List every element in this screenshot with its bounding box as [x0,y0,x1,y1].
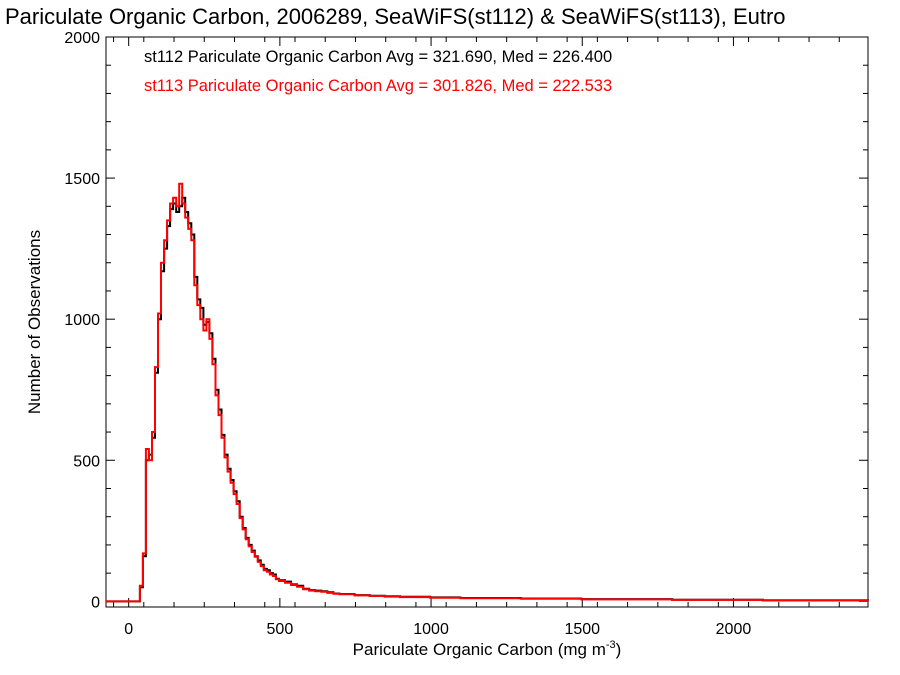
y-tick-label: 0 [91,594,100,611]
x-tick-label: 500 [267,621,294,638]
x-axis-title-close: ) [616,640,622,659]
y-tick-label: 1000 [64,312,100,329]
series-layer [106,182,869,603]
x-tick-label: 1500 [564,621,600,638]
series-line-st112 [106,196,869,603]
axis-tick-labels: 0 500 1000 1500 2000 0 500 1000 1500 2000 [64,30,751,638]
x-tick-label: 1000 [413,621,449,638]
y-tick-label: 2000 [64,30,100,47]
axis-ticks [106,36,868,607]
legend: st112 Pariculate Organic Carbon Avg = 32… [144,48,612,95]
chart-title: Pariculate Organic Carbon, 2006289, SeaW… [5,4,786,29]
x-axis-title-main: Pariculate Organic Carbon (mg m [353,640,606,659]
y-tick-label: 1500 [64,171,100,188]
x-axis-title-superscript: -3 [606,639,616,651]
x-tick-label: 0 [124,621,133,638]
series-line-st113 [106,182,869,603]
x-tick-label: 2000 [716,621,752,638]
legend-entry-st112: st112 Pariculate Organic Carbon Avg = 32… [144,48,612,66]
y-tick-label: 500 [73,453,100,470]
y-axis-title: Number of Observations [25,230,44,414]
legend-entry-st113: st113 Pariculate Organic Carbon Avg = 30… [144,77,612,95]
plot-frame [105,36,869,608]
x-axis-title: Pariculate Organic Carbon (mg m-3) [353,639,622,659]
